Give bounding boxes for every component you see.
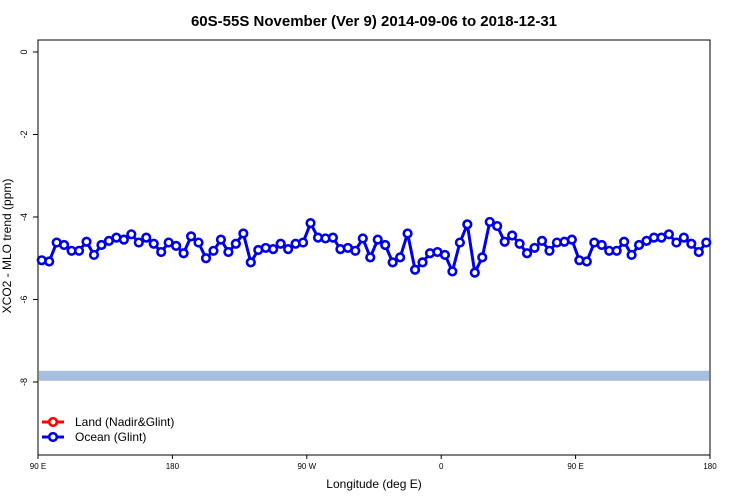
chart-title: 60S-55S November (Ver 9) 2014-09-06 to 2…: [191, 13, 557, 30]
y-tick-label: -6: [19, 295, 29, 303]
data-point: [126, 229, 137, 240]
data-point: [268, 244, 279, 255]
y-tick-label: -8: [19, 378, 29, 386]
data-point: [663, 229, 675, 240]
legend-label: Ocean (Glint): [75, 430, 146, 444]
data-point: [544, 245, 555, 256]
x-tick-label: 90 E: [30, 462, 46, 471]
data-point: [59, 239, 70, 251]
data-point: [521, 248, 533, 259]
data-point: [514, 238, 525, 249]
legend-label: Land (Nadir&Glint): [75, 415, 174, 429]
y-axis-label: XCO2 - MLO trend (ppm): [0, 179, 14, 314]
data-point: [477, 252, 488, 263]
data-point: [701, 237, 712, 248]
data-point: [671, 237, 682, 248]
data-point: [409, 264, 421, 275]
data-point: [141, 232, 152, 243]
data-point: [619, 236, 630, 247]
data-point: [297, 237, 309, 248]
data-point: [178, 248, 189, 259]
data-point: [380, 239, 391, 251]
data-point: [469, 267, 480, 278]
data-point: [275, 238, 286, 249]
data-point: [327, 232, 339, 243]
data-point: [633, 239, 645, 251]
data-point: [611, 245, 622, 256]
data-point: [365, 252, 376, 263]
data-point: [238, 228, 249, 239]
data-point: [208, 245, 219, 256]
data-point: [439, 249, 451, 261]
x-axis-label: Longitude (deg E): [326, 477, 421, 491]
data-point: [193, 237, 204, 248]
data-point: [484, 216, 495, 228]
data-point: [88, 249, 100, 261]
data-point: [73, 245, 85, 256]
x-tick-label: 0: [439, 462, 444, 471]
data-point: [223, 246, 234, 258]
data-point: [305, 218, 316, 229]
plot-frame: [37, 39, 711, 456]
data-point: [156, 246, 167, 258]
x-tick-label: 90 W: [297, 462, 316, 471]
data-point: [350, 245, 361, 256]
x-tick-label: 180: [166, 462, 180, 471]
data-point: [678, 232, 689, 243]
data-point: [492, 220, 503, 232]
data-point: [686, 238, 697, 249]
data-point: [417, 257, 428, 268]
x-tick-label: 180: [703, 462, 717, 471]
legend-marker: [47, 416, 59, 428]
data-point: [387, 257, 398, 268]
data-point: [507, 230, 518, 241]
data-point: [529, 242, 540, 254]
data-point: [118, 234, 129, 245]
data-point: [395, 252, 406, 263]
x-tick-label: 90 E: [567, 462, 583, 471]
data-point: [581, 256, 592, 267]
data-point: [536, 235, 548, 246]
data-point: [462, 219, 473, 230]
data-point: [96, 239, 107, 251]
data-point: [372, 234, 383, 245]
data-point: [283, 244, 294, 255]
data-point: [230, 238, 241, 249]
data-point: [171, 240, 182, 251]
data-point: [626, 249, 637, 261]
data-point: [133, 237, 144, 248]
data-point: [693, 246, 704, 258]
legend-marker: [47, 431, 59, 443]
data-point: [81, 236, 92, 247]
data-point: [454, 237, 465, 248]
data-point: [499, 236, 510, 247]
data-point: [357, 233, 368, 244]
data-point: [148, 238, 159, 249]
data-point: [596, 239, 607, 251]
data-point: [200, 253, 212, 264]
data-point: [215, 234, 227, 245]
y-tick-label: -2: [19, 130, 29, 138]
data-point: [402, 228, 413, 239]
y-tick-label: -4: [19, 213, 29, 221]
data-point: [447, 266, 458, 277]
data-point: [245, 257, 256, 268]
data-point: [566, 234, 577, 245]
data-point: [44, 256, 55, 267]
data-point: [185, 231, 197, 242]
y-tick-label: 0: [19, 49, 29, 54]
reference-band: [39, 370, 709, 381]
